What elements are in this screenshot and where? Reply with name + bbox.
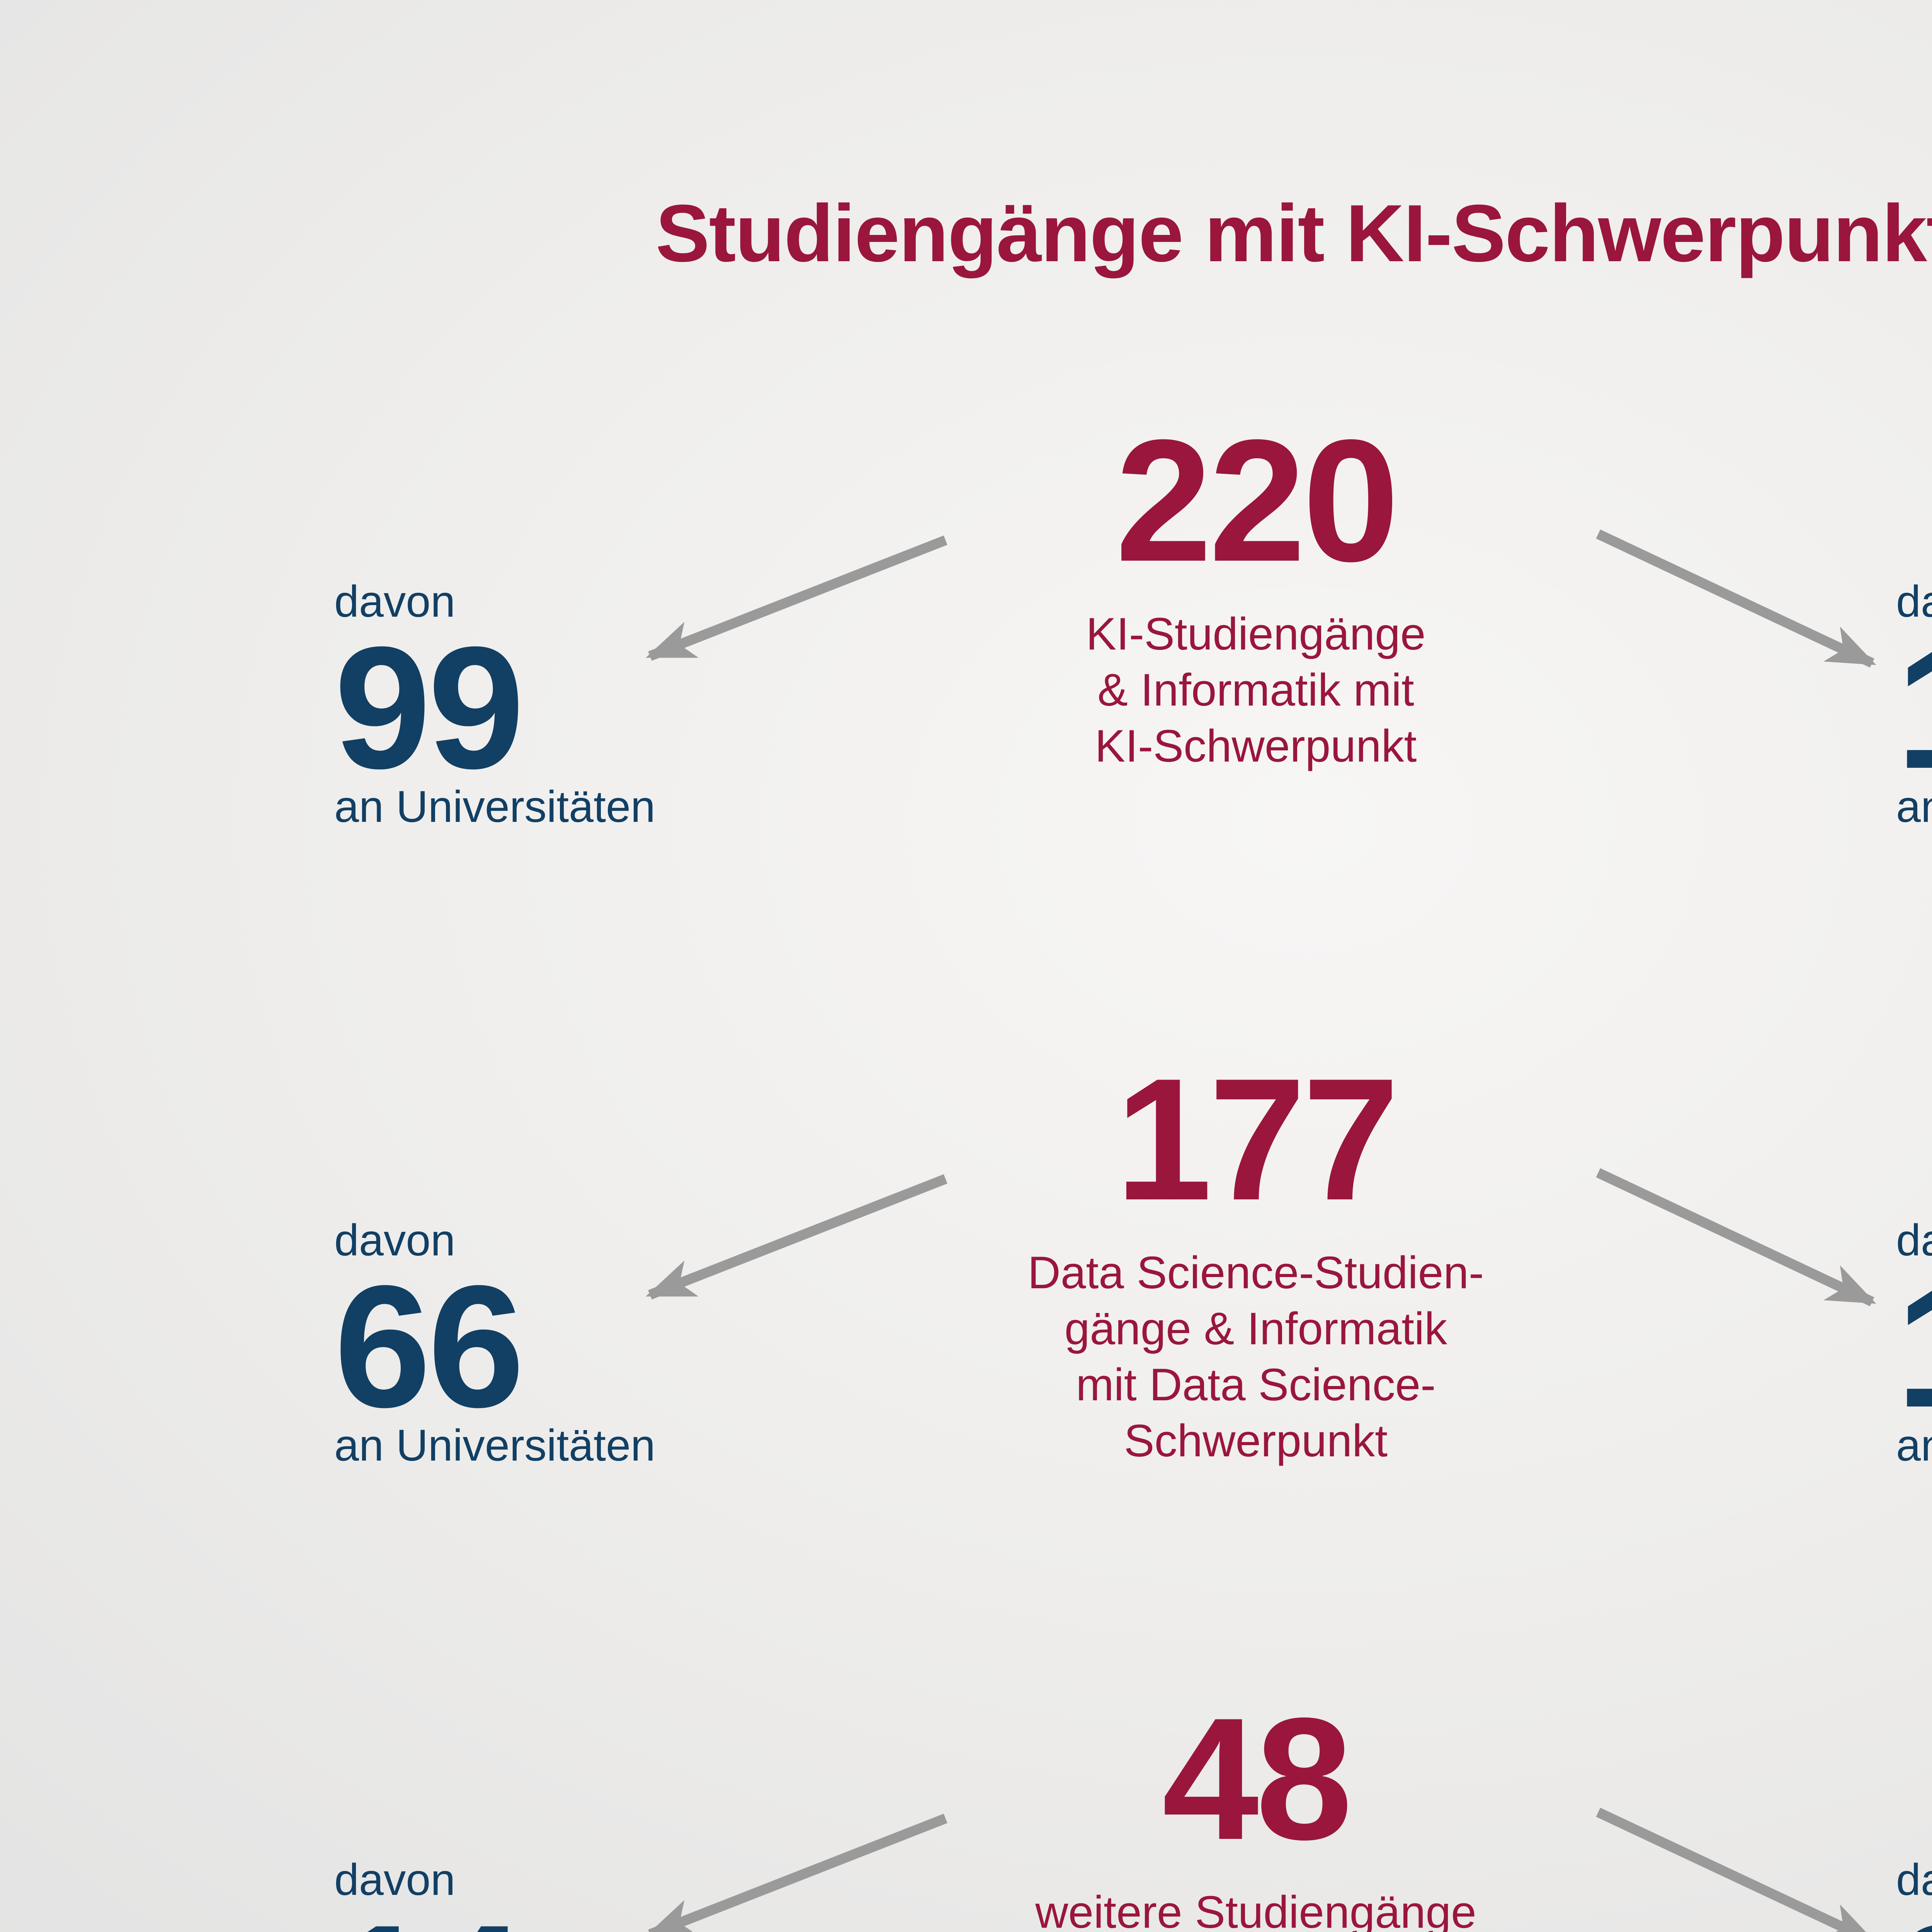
- total-description: Data Science-Studien- gänge & Informatik…: [869, 1245, 1642, 1469]
- description-line: KI-Studiengänge: [1086, 609, 1426, 660]
- description-line: weitere Studiengänge: [1035, 1887, 1476, 1932]
- fachhochschulen-label: an Fachhochschulen: [1896, 782, 1932, 832]
- description-line: Data Science-Studien-: [1027, 1247, 1484, 1298]
- davon-label: davon: [334, 1216, 456, 1265]
- universities-count: 99: [334, 611, 525, 805]
- total-description: weitere Studiengänge mit KI- oder Data S…: [869, 1884, 1642, 1932]
- universities-label: an Universitäten: [334, 782, 655, 832]
- description-line: Schwerpunkt: [1124, 1415, 1388, 1466]
- arrow-row1-left: [645, 535, 947, 661]
- universities-count: 66: [334, 1250, 525, 1444]
- total-description: KI-Studiengänge & Informatik mit KI-Schw…: [869, 606, 1642, 774]
- universities-label: an Universitäten: [334, 1421, 655, 1470]
- description-line: KI-Schwerpunkt: [1095, 721, 1417, 772]
- total-count: 177: [1115, 1043, 1400, 1236]
- davon-label: davon: [1896, 1855, 1932, 1905]
- stat-row-datascience: 177 Data Science-Studien- gänge & Inform…: [0, 1053, 1932, 1694]
- davon-label: davon: [1896, 577, 1932, 626]
- arrow-row2-left: [645, 1174, 947, 1300]
- fachhochschulen-count: 34: [1896, 1899, 1932, 1932]
- fachhochschulen-label: an Fachhochschulen: [1896, 1421, 1932, 1470]
- stat-row-ki: 220 KI-Studiengänge & Informatik mit KI-…: [0, 414, 1932, 1055]
- description-line: & Informatik mit: [1097, 665, 1414, 716]
- total-count: 48: [1162, 1682, 1353, 1876]
- fachhochschulen-count: 111: [1896, 1260, 1932, 1434]
- arrow-row3-left: [645, 1813, 947, 1932]
- description-line: mit Data Science-: [1076, 1359, 1436, 1410]
- arrow-row2-right: [1596, 1168, 1876, 1306]
- arrow-row3-right: [1596, 1808, 1876, 1932]
- davon-label: davon: [334, 1855, 456, 1905]
- arrow-row1-right: [1596, 529, 1876, 668]
- total-count: 220: [1115, 404, 1400, 598]
- universities-count: 14: [334, 1899, 525, 1932]
- description-line: gänge & Informatik: [1064, 1303, 1447, 1354]
- stat-row-weitere: 48 weitere Studiengänge mit KI- oder Dat…: [0, 1692, 1932, 1932]
- davon-label: davon: [1896, 1216, 1932, 1265]
- davon-label: davon: [334, 577, 456, 626]
- fachhochschulen-count: 121: [1896, 621, 1932, 795]
- page-title: Studiengänge mit KI-Schwerpunkt: [655, 187, 1932, 279]
